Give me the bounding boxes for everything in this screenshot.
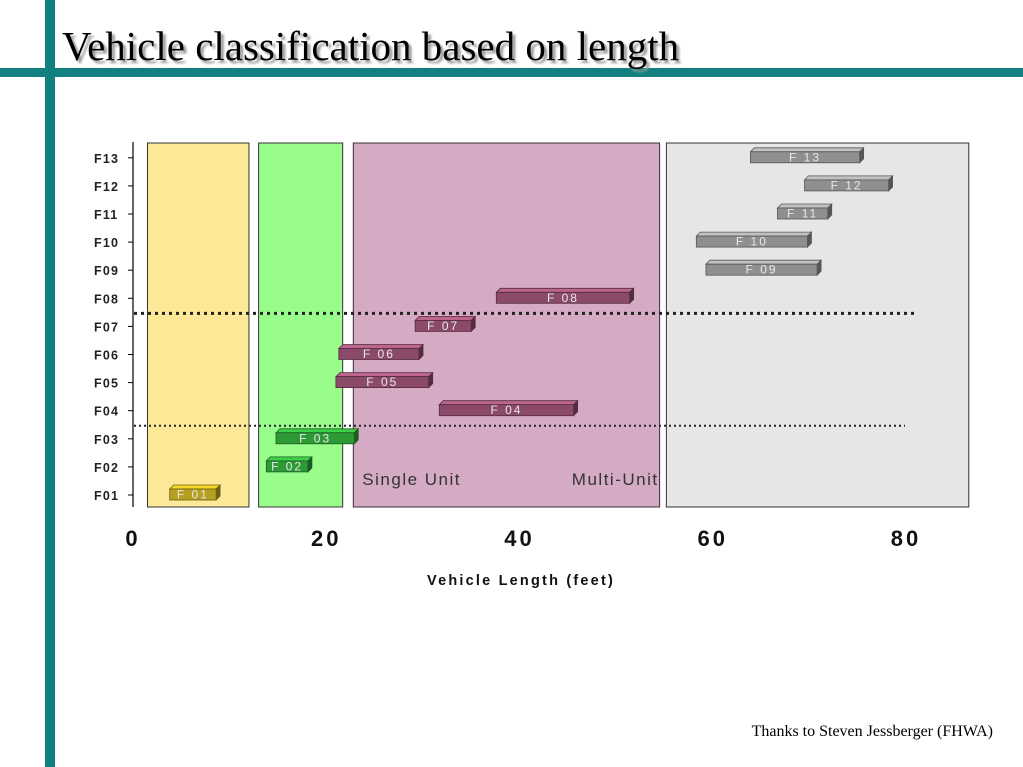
bar-label-f04: F 04: [490, 403, 522, 417]
y-tick-label-f09: F09: [94, 264, 119, 278]
slide-title: Vehicle classification based on length: [62, 23, 680, 69]
bar-label-f08: F 08: [547, 291, 579, 305]
bar-label-f06: F 06: [363, 347, 395, 361]
region-label-single-unit: Single Unit: [362, 470, 461, 489]
bar-label-f11: F 11: [787, 207, 818, 221]
y-tick-label-f05: F05: [94, 377, 119, 391]
bar-label-f10: F 10: [736, 235, 768, 249]
bar-f09: [705, 263, 818, 276]
bar-f05: [335, 376, 430, 389]
title-underline-bar: [0, 68, 1023, 77]
region-2: [258, 142, 344, 508]
bar-label-f07: F 07: [427, 319, 459, 333]
x-tick-label-80: 80: [891, 526, 921, 551]
x-tick-label-20: 20: [311, 526, 341, 551]
bar-f12: [804, 179, 890, 192]
bar-label-f12: F 12: [831, 178, 863, 192]
y-tick-label-f11: F11: [94, 208, 118, 222]
y-tick-label-f10: F10: [94, 236, 119, 250]
y-tick-label-f13: F13: [94, 152, 119, 166]
bar-f07: [414, 319, 472, 332]
region-label-multi-unit: Multi-Unit: [572, 470, 659, 489]
y-tick-label-f01: F01: [94, 489, 119, 503]
region-4: [665, 142, 970, 508]
y-tick-label-f06: F06: [94, 349, 119, 363]
y-tick-label-f12: F12: [94, 180, 119, 194]
region-1: [146, 142, 250, 508]
bar-label-f01: F 01: [177, 488, 209, 502]
bar-f11: [777, 207, 829, 220]
bar-f13: [750, 151, 861, 164]
y-tick-label-f04: F04: [94, 405, 119, 419]
y-tick-label-f08: F08: [94, 292, 119, 306]
bar-label-f02: F 02: [271, 459, 303, 473]
bar-f04: [438, 404, 575, 417]
x-axis-label: Vehicle Length (feet): [427, 573, 615, 589]
x-tick-label-0: 0: [125, 526, 140, 551]
left-accent-bar: [45, 0, 55, 767]
credit-text: Thanks to Steven Jessberger (FHWA): [751, 723, 993, 740]
bar-f06: [338, 348, 420, 360]
x-tick-label-40: 40: [504, 526, 534, 551]
bar-f08: [495, 291, 631, 304]
y-tick-label-f02: F02: [94, 461, 119, 475]
region-3: [352, 142, 661, 508]
bar-f01: [169, 488, 217, 501]
bar-label-f13: F 13: [789, 150, 821, 164]
bar-f10: [695, 235, 808, 248]
bar-label-f09: F 09: [746, 263, 778, 277]
x-tick-label-60: 60: [698, 526, 728, 551]
bar-f02: [265, 460, 309, 473]
y-tick-label-f03: F03: [94, 433, 119, 447]
bar-f03: [275, 432, 355, 445]
bar-label-f03: F 03: [299, 431, 331, 445]
y-tick-label-f07: F07: [94, 320, 119, 334]
bar-label-f05: F 05: [366, 375, 398, 389]
